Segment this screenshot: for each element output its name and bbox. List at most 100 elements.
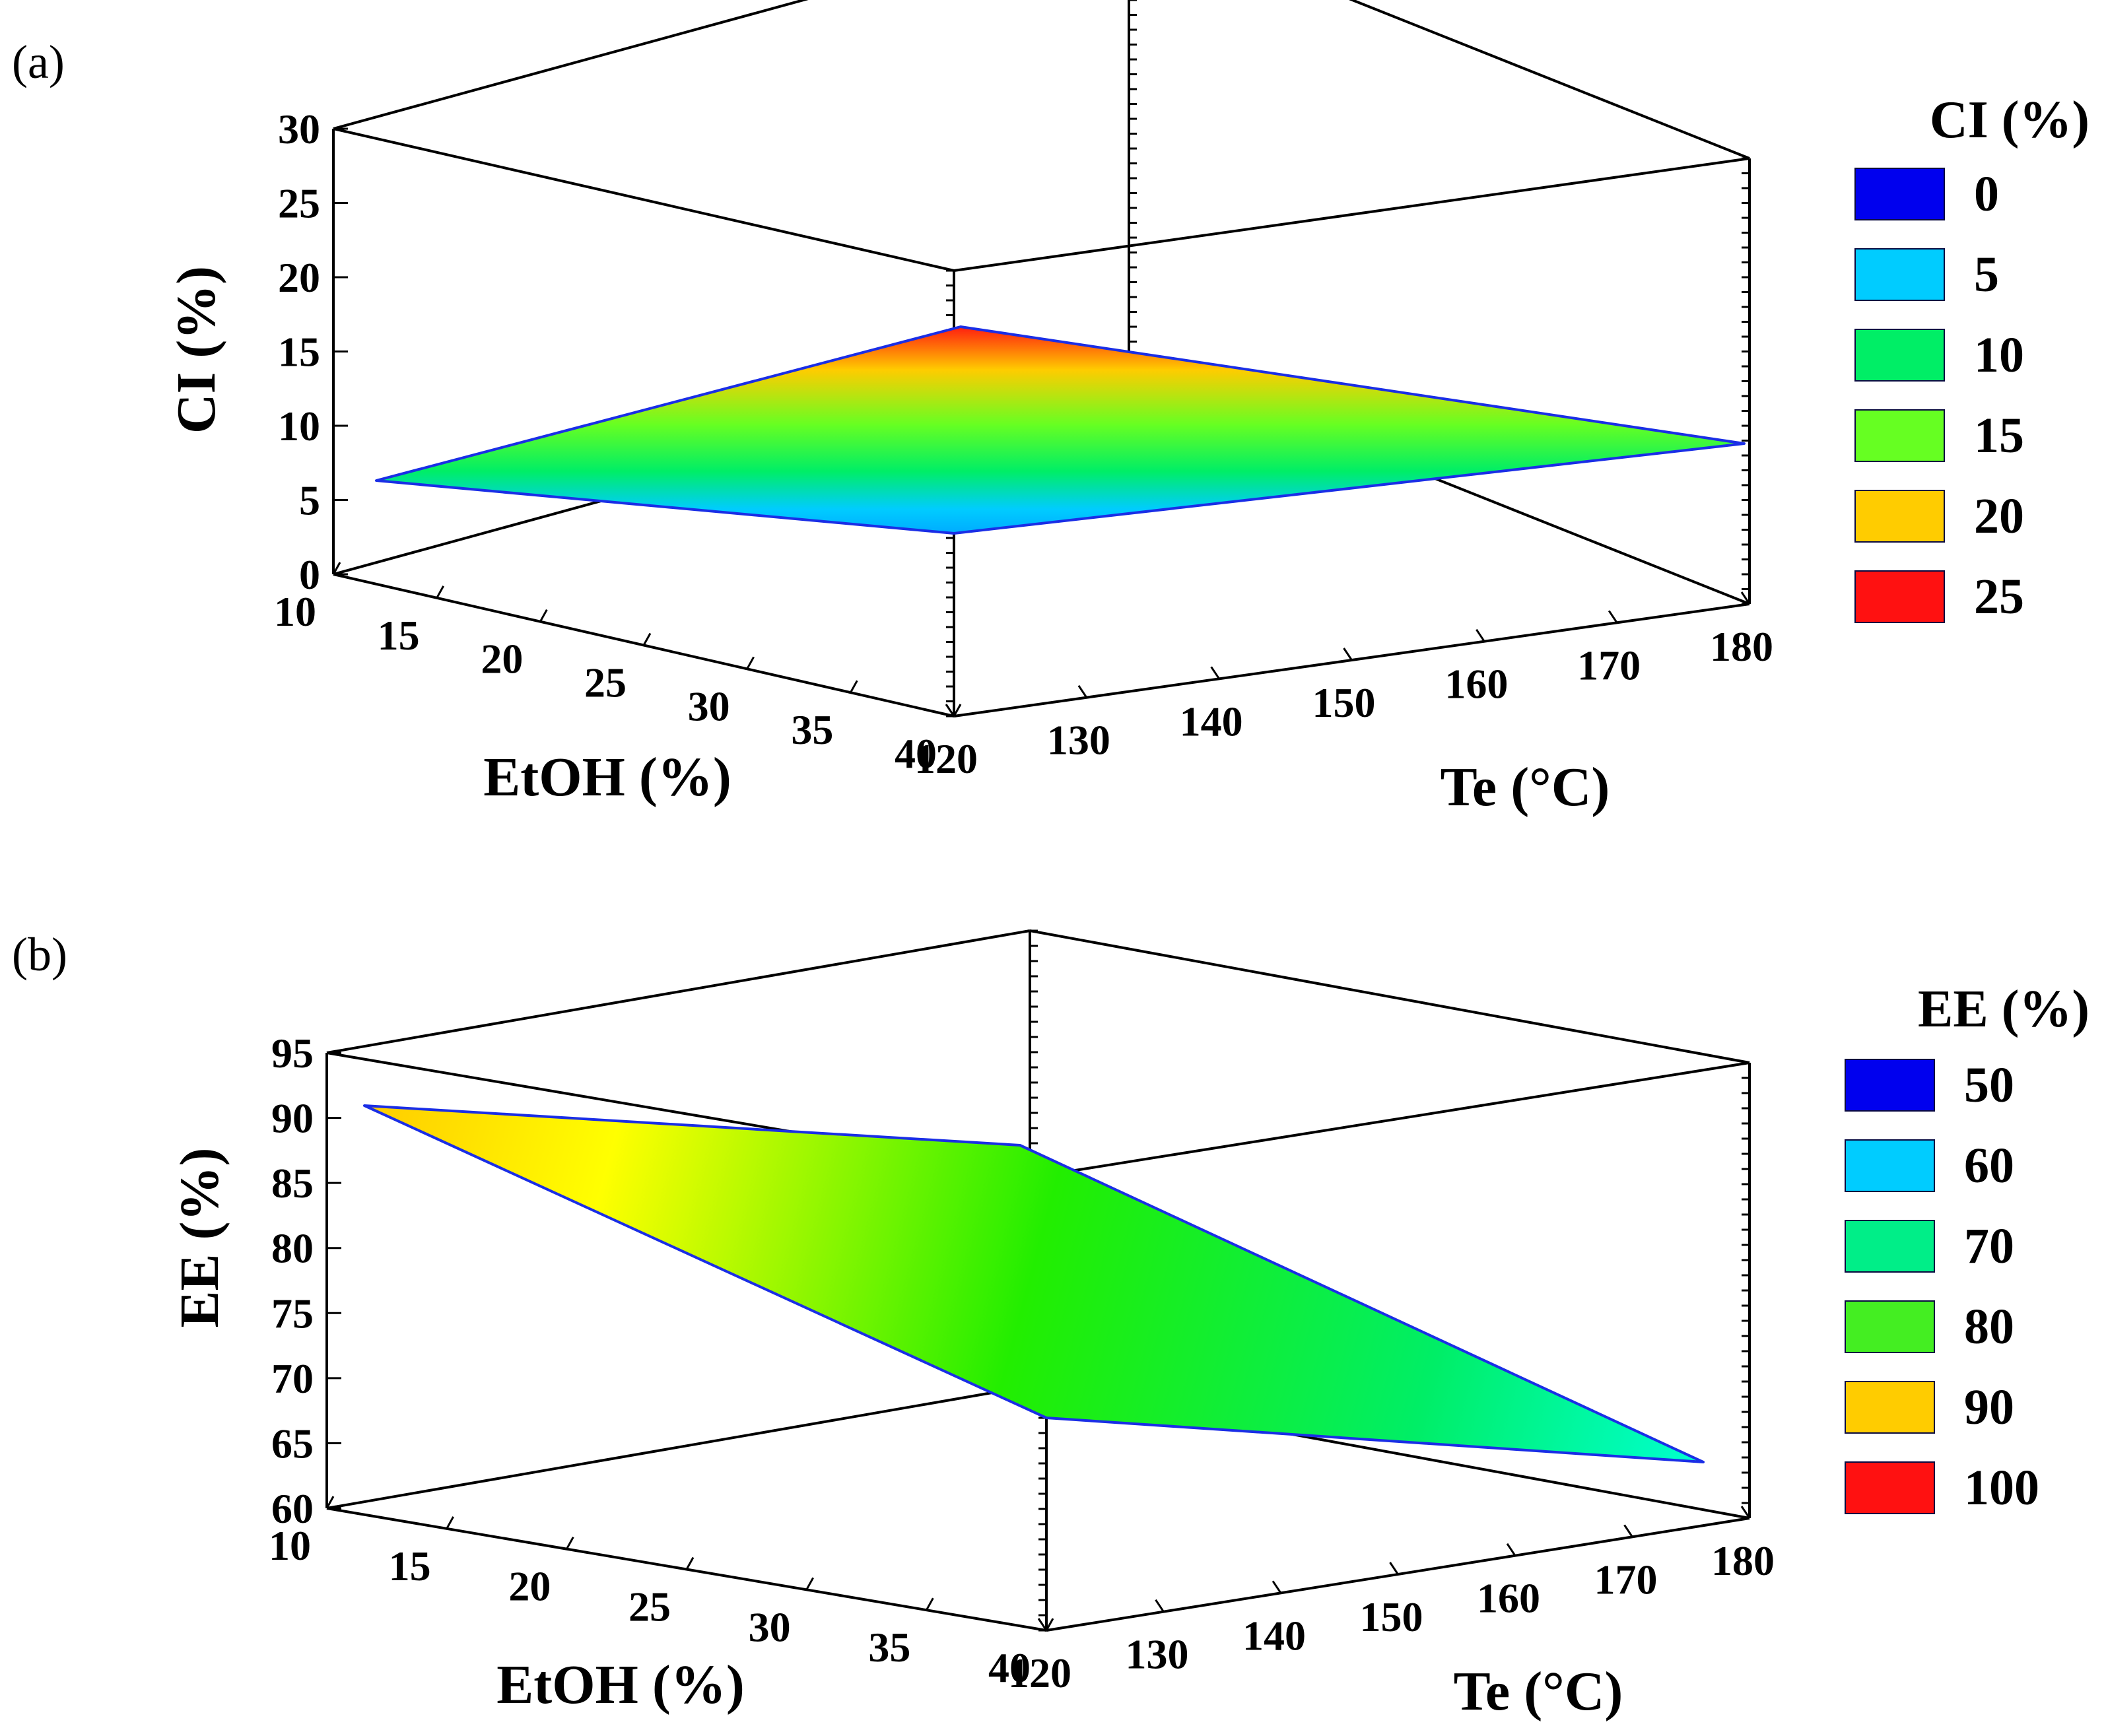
legend-swatch bbox=[1845, 1059, 1935, 1112]
legend-label: 20 bbox=[1974, 488, 2024, 544]
z-tick-label: 75 bbox=[271, 1290, 314, 1337]
x-tick-label: 20 bbox=[508, 1563, 551, 1610]
ci-surface-edge bbox=[375, 325, 1746, 535]
box-edge bbox=[333, 127, 955, 272]
x-tick-label: 15 bbox=[378, 612, 420, 659]
x-tick-mark bbox=[953, 704, 962, 717]
box-edge bbox=[326, 929, 1031, 1054]
box-edge bbox=[1029, 929, 1750, 1064]
panel-label: (b) bbox=[12, 928, 67, 981]
box-edge bbox=[1046, 1061, 1750, 1176]
box-edge bbox=[326, 1385, 1031, 1510]
z-tick-label: 5 bbox=[299, 477, 320, 524]
y-tick-mark bbox=[1210, 666, 1220, 680]
x-tick-label: 10 bbox=[269, 1522, 311, 1569]
legend: EE (%) 50 60 70 80 90 100 bbox=[1845, 980, 2089, 1516]
legend-swatch bbox=[1854, 570, 1945, 623]
x-tick-label: 40 bbox=[988, 1644, 1031, 1691]
z-tick-label: 20 bbox=[278, 254, 320, 301]
y-tick-mark bbox=[1155, 1599, 1165, 1613]
legend-swatch bbox=[1854, 329, 1945, 382]
box-edge bbox=[1349, 0, 1750, 160]
x-tick-mark bbox=[805, 1577, 814, 1591]
legend-label: 10 bbox=[1974, 327, 2024, 383]
y-tick-mark bbox=[1740, 1506, 1751, 1519]
y-tick-mark bbox=[1389, 1562, 1399, 1575]
legend-label: 25 bbox=[1974, 569, 2024, 624]
x-tick-mark bbox=[1045, 1618, 1054, 1631]
x-tick-label: 30 bbox=[749, 1603, 791, 1650]
y-tick-label: 130 bbox=[1047, 717, 1110, 764]
z-tick-label: 65 bbox=[271, 1420, 314, 1467]
z-tick-label: 25 bbox=[278, 180, 320, 227]
x-tick-mark bbox=[446, 1516, 454, 1529]
y-tick-label: 150 bbox=[1360, 1593, 1423, 1640]
y-tick-label: 120 bbox=[914, 735, 978, 782]
y-tick-label: 170 bbox=[1577, 642, 1641, 688]
legend-swatch bbox=[1845, 1139, 1935, 1192]
legend-label: 70 bbox=[1964, 1219, 2014, 1274]
x-tick-label: 10 bbox=[274, 588, 316, 635]
y-tick-label: 170 bbox=[1594, 1556, 1658, 1603]
y-axis-title: Te (°C) bbox=[1454, 1661, 1623, 1722]
legend-label: 60 bbox=[1964, 1138, 2014, 1193]
y-tick-mark bbox=[1037, 1618, 1048, 1631]
x-tick-label: 20 bbox=[481, 636, 523, 683]
z-tick-label: 90 bbox=[271, 1095, 314, 1142]
x-tick-label: 25 bbox=[628, 1584, 671, 1630]
x-tick-label: 25 bbox=[584, 659, 627, 706]
y-tick-label: 140 bbox=[1242, 1612, 1306, 1659]
z-tick-label: 80 bbox=[271, 1225, 314, 1272]
x-tick-mark bbox=[926, 1597, 934, 1611]
y-tick-mark bbox=[1343, 648, 1353, 661]
z-tick-label: 10 bbox=[278, 403, 320, 450]
x-tick-mark bbox=[850, 680, 858, 693]
x-tick-mark bbox=[436, 585, 444, 599]
legend-swatch bbox=[1854, 248, 1945, 301]
x-tick-label: 40 bbox=[895, 730, 937, 777]
x-tick-mark bbox=[566, 1536, 574, 1550]
y-axis-title: Te (°C) bbox=[1441, 756, 1610, 818]
box-edge bbox=[333, 0, 809, 130]
legend-label: 15 bbox=[1974, 408, 2024, 463]
x-tick-mark bbox=[746, 656, 755, 670]
ci-surface bbox=[376, 327, 1744, 533]
y-tick-mark bbox=[1272, 1580, 1282, 1594]
legend-swatch bbox=[1845, 1300, 1935, 1353]
x-tick-label: 35 bbox=[868, 1624, 910, 1671]
y-tick-mark bbox=[1623, 1524, 1633, 1538]
z-axis-title: CI (%) bbox=[166, 266, 227, 434]
y-tick-label: 160 bbox=[1444, 661, 1508, 708]
z-tick-label: 95 bbox=[271, 1030, 314, 1077]
box-edge bbox=[953, 157, 1750, 272]
x-axis-title: EtOH (%) bbox=[496, 1654, 745, 1716]
y-tick-label: 150 bbox=[1312, 679, 1376, 726]
z-tick-label: 0 bbox=[299, 551, 320, 598]
y-tick-mark bbox=[1476, 628, 1485, 642]
legend-swatch bbox=[1854, 168, 1945, 220]
legend-label: 5 bbox=[1974, 247, 1999, 302]
legend-title: EE (%) bbox=[1918, 980, 2089, 1038]
x-tick-mark bbox=[685, 1556, 695, 1570]
y-tick-label: 180 bbox=[1711, 1537, 1775, 1584]
z-axis-title: EE (%) bbox=[169, 1148, 230, 1328]
y-tick-mark bbox=[1077, 684, 1088, 698]
y-tick-mark bbox=[1506, 1543, 1516, 1556]
z-tick-label: 85 bbox=[271, 1160, 314, 1207]
panel-label: (a) bbox=[12, 36, 65, 88]
z-tick-label: 60 bbox=[271, 1485, 314, 1532]
x-tick-label: 15 bbox=[389, 1543, 431, 1589]
y-tick-label: 160 bbox=[1477, 1575, 1540, 1622]
ee-surface-edge bbox=[363, 1104, 1705, 1463]
y-tick-label: 130 bbox=[1126, 1631, 1189, 1678]
y-tick-label: 120 bbox=[1008, 1650, 1071, 1696]
z-tick-label: 15 bbox=[278, 329, 320, 376]
x-tick-mark bbox=[539, 609, 548, 622]
y-tick-mark bbox=[945, 704, 955, 717]
y-tick-label: 140 bbox=[1180, 698, 1243, 745]
legend-label: 0 bbox=[1974, 166, 1999, 222]
x-tick-label: 30 bbox=[688, 683, 730, 729]
